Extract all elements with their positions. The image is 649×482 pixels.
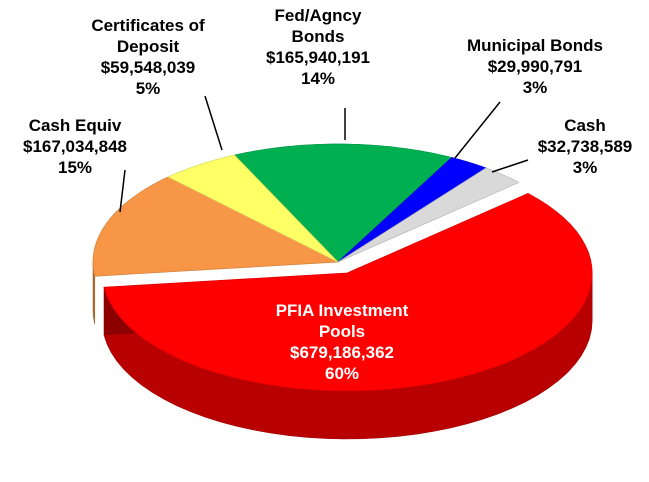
slice-label: Cash $32,738,589 3%: [525, 115, 645, 178]
category-label: Municipal Bonds: [467, 36, 603, 55]
leader-line: [204, 95, 223, 151]
leader-line: [491, 159, 529, 173]
percent-label: 3%: [572, 158, 598, 177]
value-label: $32,738,589: [537, 137, 633, 156]
category-label: Cash: [564, 116, 606, 135]
value-label: $679,186,362: [290, 343, 394, 362]
slice: [92, 176, 340, 277]
leaders: [119, 95, 529, 213]
leader-line: [119, 169, 126, 213]
value-label: $59,548,039: [100, 58, 196, 77]
category-label: Fed/Agncy Bonds: [274, 6, 362, 46]
percent-label: 3%: [522, 78, 548, 97]
slice: [337, 157, 487, 263]
slice: [233, 143, 453, 263]
percent-label: 15%: [57, 158, 93, 177]
value-label: $29,990,791: [487, 57, 583, 76]
percent-label: 14%: [300, 69, 336, 88]
leader-line: [454, 101, 501, 159]
slice: [167, 154, 339, 263]
slice-label: Certificates of Deposit $59,548,039 5%: [73, 15, 223, 99]
slice-label: Cash Equiv $167,034,848 15%: [0, 115, 150, 178]
category-label: PFIA Investment Pools: [275, 301, 409, 341]
percent-label: 5%: [135, 79, 161, 98]
category-label: Cash Equiv: [28, 116, 122, 135]
slice: [103, 193, 593, 392]
value-label: $167,034,848: [23, 137, 127, 156]
tops: [92, 143, 593, 392]
category-label: Certificates of Deposit: [91, 16, 205, 56]
percent-label: 60%: [324, 364, 360, 383]
slice-label: Fed/Agncy Bonds $165,940,191 14%: [253, 5, 383, 89]
slice-label: Municipal Bonds $29,990,791 3%: [435, 35, 635, 98]
slice-label: PFIA Investment Pools $679,186,362 60%: [252, 300, 432, 384]
value-label: $165,940,191: [266, 48, 370, 67]
slice: [337, 167, 520, 263]
